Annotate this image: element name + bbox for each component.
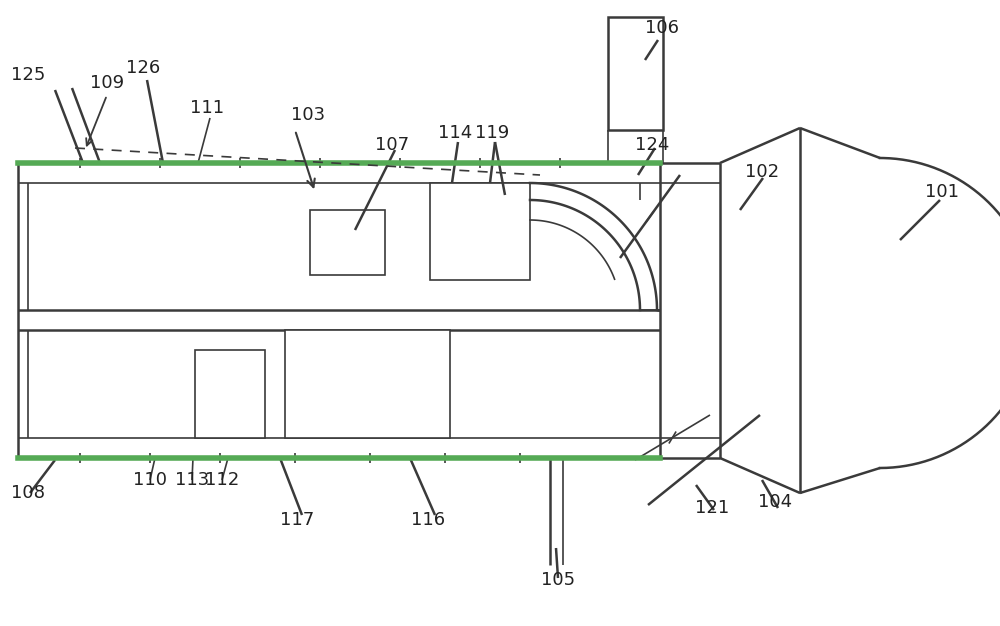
Text: 119: 119 (475, 124, 509, 142)
Text: 121: 121 (695, 499, 729, 517)
Text: 114: 114 (438, 124, 472, 142)
Text: 126: 126 (126, 59, 160, 77)
Bar (195, 350, 265, 438)
Text: 125: 125 (11, 66, 45, 84)
Text: 104: 104 (758, 493, 792, 511)
Text: 117: 117 (280, 511, 314, 529)
Text: 110: 110 (133, 471, 167, 489)
Text: 109: 109 (90, 74, 124, 92)
Text: 102: 102 (745, 163, 779, 181)
Text: 116: 116 (411, 511, 445, 529)
Text: 105: 105 (541, 571, 575, 589)
Text: 112: 112 (205, 471, 239, 489)
Bar (608, 17, 663, 130)
Text: 108: 108 (11, 484, 45, 502)
Text: 124: 124 (635, 136, 669, 154)
Bar (310, 210, 385, 275)
Text: 111: 111 (190, 99, 224, 117)
Text: 107: 107 (375, 136, 409, 154)
Text: 103: 103 (291, 106, 325, 124)
Bar (430, 183, 530, 280)
Text: 101: 101 (925, 183, 959, 201)
Bar (285, 330, 450, 438)
Text: 113: 113 (175, 471, 209, 489)
Text: 106: 106 (645, 19, 679, 37)
